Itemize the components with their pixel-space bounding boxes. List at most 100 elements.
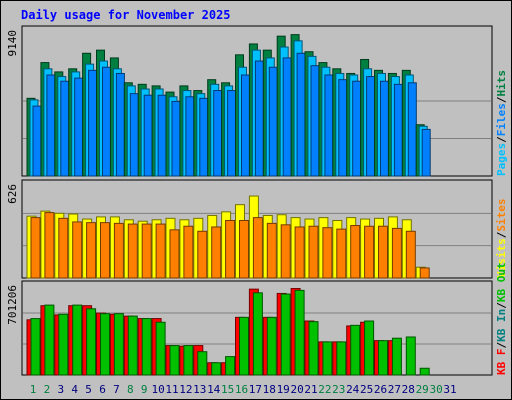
day-label-7: 7	[113, 383, 120, 396]
bar-kb-out-15	[225, 356, 236, 376]
bar-pages-25	[366, 76, 376, 177]
bar-sites-19	[280, 224, 291, 279]
bar-pages-16	[241, 74, 250, 177]
bar-sites-15	[225, 219, 236, 279]
bar-sites-24	[350, 225, 361, 279]
day-label-5: 5	[85, 383, 92, 396]
bar-pages-15	[227, 90, 237, 177]
bar-pages-21	[310, 65, 320, 177]
day-label-24: 24	[346, 383, 360, 396]
bar-kb-out-20	[294, 289, 305, 376]
day-label-12: 12	[179, 383, 192, 396]
day-label-26: 26	[374, 383, 387, 396]
bar-kb-out-27	[391, 337, 402, 376]
chart-title: Daily usage for November 2025	[21, 8, 231, 22]
bar-pages-14	[213, 90, 223, 177]
bar-kb-out-1	[30, 318, 41, 376]
day-label-25: 25	[360, 383, 373, 396]
bar-kb-out-2	[44, 304, 55, 376]
bar-kb-out-21	[308, 321, 319, 376]
bar-kb-out-11	[169, 345, 180, 376]
day-label-11: 11	[165, 383, 178, 396]
bar-kb-out-26	[378, 340, 388, 376]
bar-kb-out-10	[155, 321, 166, 376]
bar-sites-27	[391, 227, 402, 279]
bar-sites-17	[252, 217, 263, 279]
bar-sites-23	[336, 228, 347, 279]
legend-entry: /	[495, 96, 508, 103]
bar-pages-22	[324, 74, 334, 177]
bar-sites-1	[30, 217, 41, 279]
bar-pages-24	[352, 80, 362, 177]
bar-pages-1	[32, 105, 42, 177]
bar-sites-12	[183, 225, 194, 279]
bar-kb-out-12	[183, 345, 194, 376]
day-label-22: 22	[318, 383, 331, 396]
bar-kb-out-29	[419, 367, 430, 376]
bar-pages-17	[254, 60, 264, 177]
bar-kb-out-8	[127, 315, 138, 376]
bar-pages-29	[421, 128, 431, 177]
bar-pages-20	[296, 52, 306, 177]
legend-entry: Visits	[495, 238, 508, 278]
bar-pages-18	[268, 66, 278, 177]
bar-sites-22	[322, 227, 333, 279]
legend-middle: Visits/Sites	[495, 199, 508, 279]
day-label-8: 8	[127, 383, 134, 396]
bar-sites-14	[211, 226, 222, 279]
day-label-4: 4	[71, 383, 78, 396]
day-label-27: 27	[388, 383, 401, 396]
bar-sites-8	[127, 223, 138, 279]
bar-pages-27	[393, 83, 403, 177]
bar-kb-out-24	[350, 324, 361, 376]
bar-kb-out-9	[141, 318, 152, 376]
day-label-6: 6	[99, 383, 106, 396]
bar-kb-out-5	[86, 308, 97, 376]
day-label-1: 1	[30, 383, 37, 396]
day-label-13: 13	[193, 383, 206, 396]
bar-pages-3	[60, 80, 70, 177]
bar-sites-6	[100, 222, 110, 279]
bar-sites-7	[113, 222, 124, 279]
bar-pages-5	[88, 69, 98, 177]
bar-kb-out-28	[405, 336, 416, 376]
bar-pages-8	[129, 93, 139, 177]
day-label-19: 19	[277, 383, 290, 396]
bar-pages-7	[115, 72, 125, 177]
bar-sites-26	[378, 225, 388, 279]
bar-kb-out-6	[100, 313, 110, 376]
day-label-10: 10	[151, 383, 164, 396]
bar-sites-28	[405, 230, 416, 279]
legend-entry: KB Out	[495, 262, 508, 302]
legend-entry: /	[495, 136, 508, 143]
legend-entry: Sites	[495, 199, 508, 232]
day-label-17: 17	[249, 383, 262, 396]
y-max-label-top: 9140	[6, 30, 19, 57]
y-max-label-bottom: 701206	[6, 285, 19, 325]
bar-kb-out-25	[364, 320, 375, 376]
legend-entry: KB In	[495, 309, 508, 342]
bar-sites-10	[155, 223, 166, 279]
bar-kb-out-22	[322, 341, 333, 376]
bar-kb-out-7	[113, 313, 124, 376]
bar-pages-26	[380, 80, 389, 177]
bar-sites-13	[197, 230, 208, 279]
bar-sites-4	[72, 221, 83, 279]
y-max-label-middle: 626	[6, 184, 19, 204]
bar-kb-out-19	[280, 293, 291, 376]
bar-kb-out-4	[72, 304, 83, 376]
legend-entry: /	[495, 231, 508, 238]
legend-entry: /	[495, 302, 508, 309]
day-label-2: 2	[44, 383, 51, 396]
bar-sites-16	[239, 219, 249, 279]
bar-sites-20	[294, 226, 305, 279]
legend-entry: KB F	[495, 349, 508, 376]
bar-pages-12	[185, 96, 195, 177]
day-label-20: 20	[290, 383, 303, 396]
day-label-23: 23	[332, 383, 345, 396]
bar-sites-25	[364, 225, 375, 279]
bar-pages-4	[74, 77, 84, 177]
day-label-29: 29	[416, 383, 429, 396]
bar-sites-11	[169, 229, 180, 279]
